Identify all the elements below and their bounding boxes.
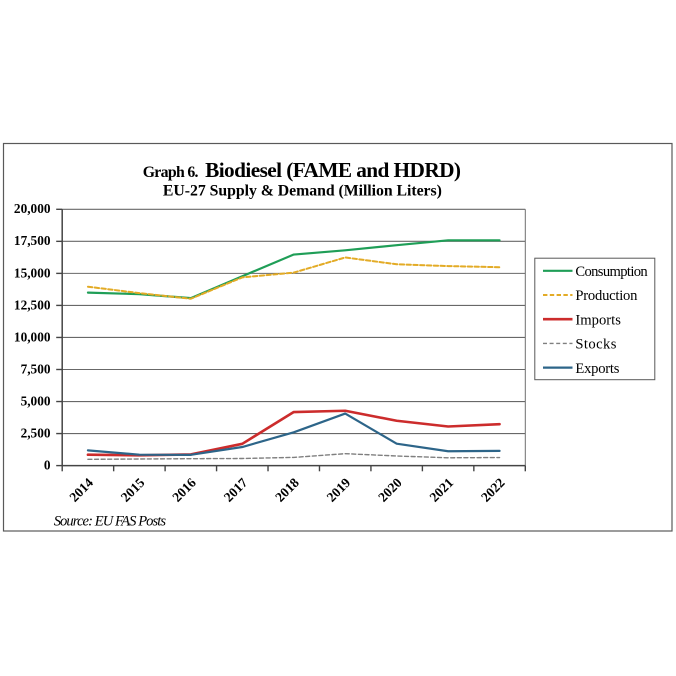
svg-text:EU-27 Supply & Demand (Million: EU-27 Supply & Demand (Million Liters) bbox=[163, 183, 442, 200]
svg-text:15,000: 15,000 bbox=[14, 265, 51, 280]
svg-text:Graph 6.: Graph 6. bbox=[143, 164, 199, 181]
svg-text:5,000: 5,000 bbox=[21, 393, 51, 408]
svg-text:0: 0 bbox=[44, 458, 51, 473]
svg-text:Exports: Exports bbox=[575, 361, 619, 377]
svg-text:Source: EU FAS Posts: Source: EU FAS Posts bbox=[54, 514, 167, 530]
svg-text:Production: Production bbox=[575, 288, 638, 304]
svg-text:7,500: 7,500 bbox=[21, 361, 51, 376]
svg-text:10,000: 10,000 bbox=[14, 329, 51, 344]
svg-text:Imports: Imports bbox=[575, 312, 621, 328]
svg-text:2,500: 2,500 bbox=[21, 426, 51, 441]
svg-text:Consumption: Consumption bbox=[575, 264, 648, 280]
svg-text:17,500: 17,500 bbox=[14, 233, 51, 248]
svg-text:20,000: 20,000 bbox=[14, 201, 51, 216]
svg-text:12,500: 12,500 bbox=[14, 297, 51, 312]
svg-text:Stocks: Stocks bbox=[575, 337, 616, 353]
svg-text:Biodiesel (FAME and HDRD): Biodiesel (FAME and HDRD) bbox=[205, 158, 461, 182]
